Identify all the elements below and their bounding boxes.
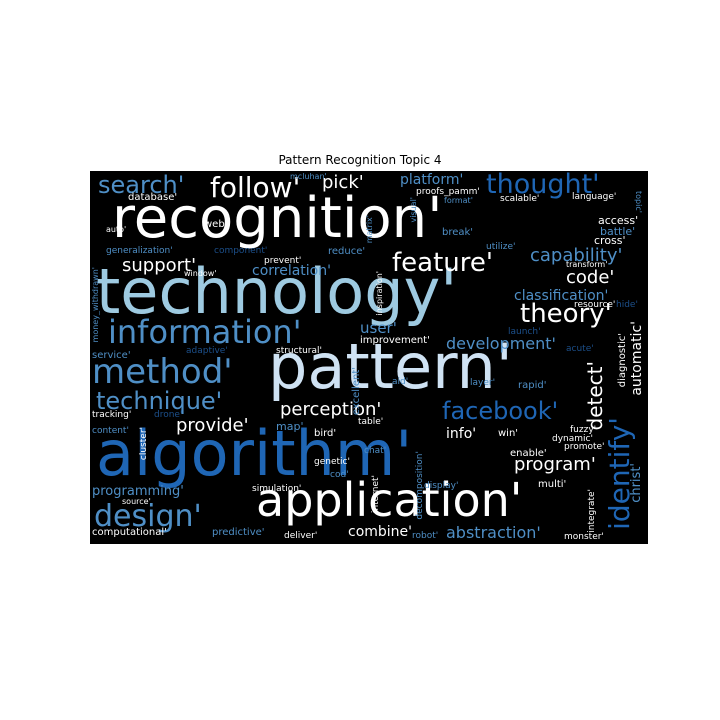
- word-diagnostic: diagnostic': [617, 333, 628, 388]
- word-bird: bird': [314, 428, 337, 439]
- word-access: access': [598, 214, 639, 227]
- word-technology: technology': [96, 255, 458, 328]
- word-inspiration: inspiration': [375, 271, 384, 316]
- word-platform: platform': [400, 172, 464, 188]
- word-matrix: matrix': [365, 215, 374, 244]
- word-rapid: rapid': [518, 380, 547, 391]
- word-resource: resource': [574, 300, 616, 310]
- word-facebook: facebook': [442, 397, 559, 425]
- word-combine: combine': [348, 524, 413, 540]
- word-classification: classification': [514, 288, 609, 304]
- word-cod: cod': [330, 470, 349, 480]
- word-aid: aid': [392, 377, 409, 387]
- word-multi: multi': [538, 479, 567, 490]
- word-simulation: simulation': [252, 484, 302, 494]
- word-design: design': [94, 499, 202, 534]
- word-topic: topic': [634, 191, 643, 213]
- word-deliver: deliver': [284, 531, 318, 541]
- word-mcluhan: mcluhan': [290, 172, 327, 181]
- word-automatic: automatic': [629, 321, 645, 396]
- word-technique: technique': [96, 387, 223, 415]
- word-program: program': [514, 454, 596, 475]
- word-generalization: generalization': [106, 246, 173, 256]
- word-enable: enable': [510, 448, 547, 459]
- word-follow: follow': [210, 171, 301, 204]
- word-battle: battle': [600, 225, 636, 238]
- word-detect: detect': [583, 361, 607, 431]
- word-visual: visual': [409, 197, 418, 223]
- word-scalable: scalable': [500, 194, 540, 204]
- word-layer: layer': [470, 378, 496, 388]
- word-genetic: genetic': [314, 457, 350, 467]
- word-database: database': [128, 192, 178, 203]
- word-drone: drone': [154, 410, 183, 420]
- word-win: win': [498, 428, 519, 439]
- word-tracking: tracking': [92, 410, 132, 420]
- word-prevent: prevent': [264, 256, 302, 266]
- word-provide: provide': [176, 415, 249, 436]
- word-money-withdrawn: money_withdrawn': [91, 267, 100, 343]
- word-component: component': [214, 246, 268, 256]
- word-pattern: pattern': [268, 330, 513, 403]
- word-pick: pick': [322, 172, 364, 193]
- word-improvement: improvement': [360, 335, 430, 346]
- word-excellent: excellent': [351, 367, 362, 416]
- word-launch: launch': [508, 327, 541, 337]
- word-service: service': [92, 350, 131, 361]
- word-cross: cross': [594, 234, 626, 247]
- word-integrate: integrate': [587, 489, 597, 533]
- word-support: support': [122, 255, 197, 276]
- word-auto: auto': [106, 225, 127, 234]
- word-info: info': [446, 426, 477, 442]
- word-dynamic: dynamic': [552, 434, 593, 444]
- word-monster: monster': [564, 532, 604, 542]
- word-capability: capability': [530, 245, 623, 266]
- word-map: map': [276, 420, 304, 433]
- word-transform: transform': [566, 260, 608, 269]
- word-promote: promote': [564, 442, 605, 452]
- word-theory: theory': [520, 299, 612, 329]
- word-chat: chat': [364, 446, 387, 456]
- word-source: source': [122, 497, 151, 506]
- word-algorithm: algorithm': [96, 417, 413, 490]
- word-cluster: cluster': [139, 427, 149, 461]
- word-recognition: recognition': [112, 186, 443, 251]
- word-display: display': [424, 481, 459, 491]
- plot-title: Pattern Recognition Topic 4: [278, 153, 442, 167]
- word-search: search': [98, 171, 185, 199]
- word-hide: hide': [616, 300, 638, 310]
- word-feature: feature': [392, 248, 494, 278]
- word-table: table': [358, 417, 384, 427]
- word-language: language': [572, 192, 617, 202]
- word-computational: computational': [92, 527, 167, 538]
- word-correlation: correlation': [252, 263, 331, 279]
- word-content: content': [92, 426, 129, 436]
- word-fuzzy: fuzzy': [570, 425, 597, 435]
- word-application: application': [256, 473, 523, 527]
- word-format: format': [444, 196, 473, 205]
- word-christ: christ': [629, 463, 644, 503]
- word-information: information': [108, 313, 302, 351]
- word-structural: structural': [276, 346, 322, 356]
- word-predictive: predictive': [212, 527, 265, 538]
- word-method: method': [92, 352, 233, 392]
- word-utilize: utilize': [486, 242, 516, 252]
- word-code: code': [566, 267, 615, 288]
- word-programming: programming': [92, 484, 184, 499]
- word-cloud: recognition' technology' pattern' algori…: [90, 171, 648, 544]
- word-perception: perception': [280, 399, 382, 420]
- word-development: development': [446, 334, 556, 353]
- word-reduce: reduce': [328, 246, 366, 257]
- word-acute: acute': [566, 344, 594, 354]
- word-user: user': [360, 319, 397, 337]
- word-adaptive: adaptive': [186, 346, 228, 356]
- word-proofs-pamm: proofs_pamm': [416, 187, 480, 197]
- word-window: window': [184, 269, 217, 278]
- word-robot: robot': [412, 531, 439, 541]
- word-internet: internet': [371, 475, 381, 514]
- word-thought: thought': [486, 171, 600, 200]
- word-web: web': [204, 219, 228, 230]
- word-abstraction: abstraction': [446, 523, 541, 542]
- word-break: break': [442, 227, 474, 238]
